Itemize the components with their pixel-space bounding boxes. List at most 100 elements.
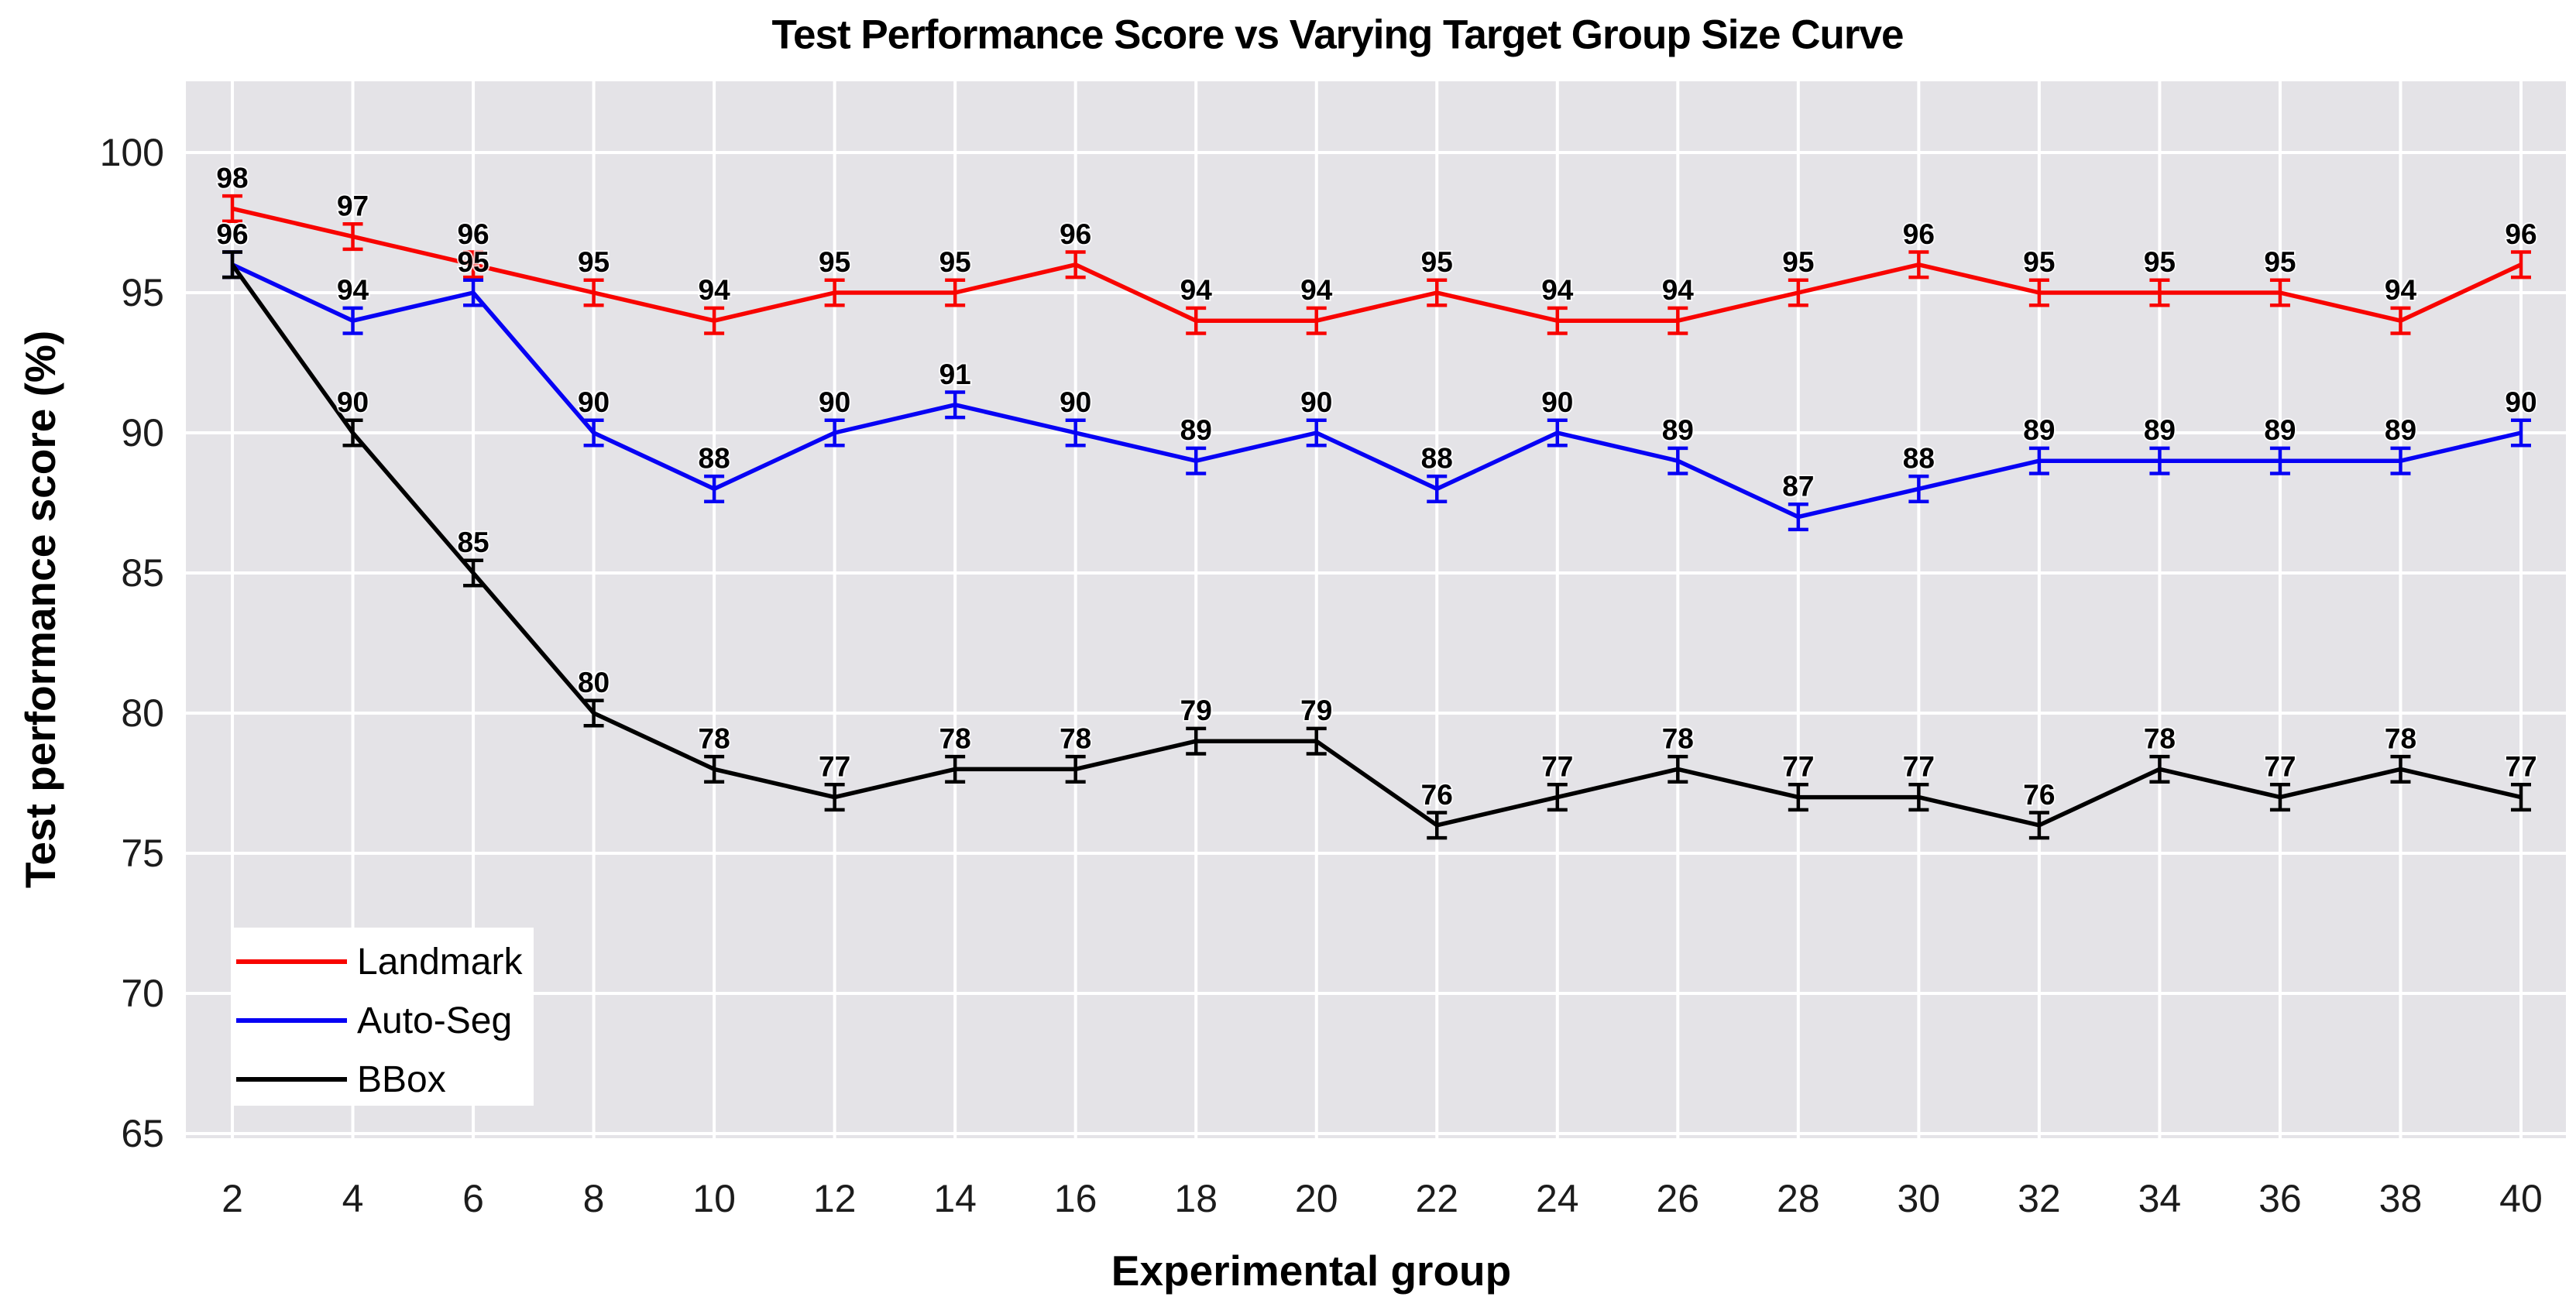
landmark-value-label: 95: [2264, 246, 2296, 278]
bbox-value-label: 78: [1662, 722, 1694, 754]
x-tick-label: 24: [1536, 1177, 1579, 1220]
auto-seg-line-swatch: [236, 1018, 347, 1023]
auto-seg-value-label: 90: [819, 386, 850, 418]
landmark-line: [232, 206, 2523, 323]
landmark-value-label: 96: [1903, 218, 1935, 250]
bbox-value-label: 77: [1541, 751, 1573, 783]
legend-item-bbox: BBox: [233, 1050, 534, 1109]
x-tick-label: 40: [2499, 1177, 2543, 1220]
bbox-value-label: 78: [939, 722, 971, 754]
auto-seg-value-label: 89: [2264, 414, 2296, 446]
bbox-value-label: 78: [699, 722, 730, 754]
bbox-line-swatch: [236, 1077, 347, 1082]
auto-seg-value-label: 94: [337, 274, 369, 306]
y-tick-label: 70: [121, 972, 164, 1015]
landmark-value-label: 95: [2144, 246, 2176, 278]
x-tick-label: 38: [2379, 1177, 2423, 1220]
bbox-value-label: 96: [216, 218, 248, 250]
y-tick-label: 100: [100, 131, 164, 174]
landmark-value-label: 95: [578, 246, 610, 278]
legend-item-auto-seg: Auto-Seg: [233, 991, 534, 1050]
x-tick-label: 16: [1054, 1177, 1097, 1220]
x-tick-label: 34: [2138, 1177, 2182, 1220]
auto-seg-value-label: 89: [2385, 414, 2416, 446]
y-tick-label: 95: [121, 271, 164, 314]
bbox-line: [230, 263, 2522, 828]
bbox-value-label: 77: [2505, 751, 2537, 783]
landmark-value-label: 97: [337, 190, 369, 222]
bbox-value-label: 76: [1421, 779, 1453, 811]
landmark-value-label: 95: [819, 246, 850, 278]
bbox-value-label: 80: [578, 667, 610, 698]
landmark-value-label: 95: [2023, 246, 2055, 278]
landmark-value-label: 95: [939, 246, 971, 278]
auto-seg-value-label: 89: [1662, 414, 1694, 446]
bbox-value-label: 77: [1782, 751, 1814, 783]
legend-label: BBox: [357, 1058, 446, 1100]
legend-label: Landmark: [357, 941, 523, 983]
x-tick-label: 6: [462, 1177, 484, 1220]
x-tick-label: 10: [692, 1177, 736, 1220]
auto-seg-value-label: 87: [1782, 471, 1814, 503]
x-tick-label: 32: [2018, 1177, 2061, 1220]
landmark-value-label: 95: [1782, 246, 1814, 278]
x-tick-label: 36: [2258, 1177, 2302, 1220]
landmark-value-label: 94: [1180, 274, 1213, 306]
x-tick-label: 20: [1295, 1177, 1338, 1220]
x-tick-label: 22: [1415, 1177, 1458, 1220]
x-tick-label: 2: [222, 1177, 243, 1220]
landmark-value-label: 96: [2505, 218, 2537, 250]
bbox-value-label: 90: [337, 386, 369, 418]
auto-seg-value-label: 95: [457, 246, 489, 278]
landmark-value-label: 94: [2385, 274, 2417, 306]
auto-seg-value-label: 90: [1300, 386, 1332, 418]
x-tick-label: 14: [933, 1177, 977, 1220]
bbox-value-label: 85: [457, 527, 489, 558]
auto-seg-value-label: 88: [699, 442, 730, 474]
x-axis-title: Experimental group: [1111, 1247, 1512, 1295]
x-tick-label: 28: [1777, 1177, 1820, 1220]
auto-seg-value-label: 89: [1180, 414, 1212, 446]
bbox-value-label: 78: [2144, 722, 2176, 754]
landmark-line-swatch: [236, 959, 347, 964]
auto-seg-value-label: 89: [2144, 414, 2176, 446]
bbox-value-label: 77: [2264, 751, 2296, 783]
landmark-value-label: 94: [1541, 274, 1574, 306]
x-tick-label: 18: [1174, 1177, 1218, 1220]
auto-seg-value-label: 90: [2505, 386, 2537, 418]
bbox-value-label: 77: [1903, 751, 1935, 783]
x-tick-label: 30: [1898, 1177, 1941, 1220]
plot-panel: [186, 81, 2566, 1138]
chart-title: Test Performance Score vs Varying Target…: [771, 12, 1905, 58]
y-axis-title: Test performance score (%): [16, 330, 64, 889]
bbox-value-label: 76: [2023, 779, 2055, 811]
auto-seg-value-label: 91: [939, 358, 971, 390]
auto-seg-value-label: 90: [578, 386, 610, 418]
y-tick-label: 85: [121, 551, 164, 595]
bbox-value-label: 78: [2385, 722, 2416, 754]
auto-seg-value-label: 90: [1060, 386, 1091, 418]
landmark-value-label: 94: [1662, 274, 1695, 306]
bbox-value-label: 78: [1060, 722, 1091, 754]
x-tick-label: 12: [813, 1177, 857, 1220]
auto-seg-value-label: 88: [1421, 442, 1453, 474]
bbox-value-label: 79: [1300, 695, 1332, 726]
landmark-value-label: 96: [1060, 218, 1091, 250]
landmark-value-label: 94: [1300, 274, 1333, 306]
y-tick-label: 65: [121, 1112, 164, 1155]
legend: Landmark Auto-Seg BBox: [233, 928, 534, 1106]
bbox-value-label: 77: [819, 751, 850, 783]
legend-item-landmark: Landmark: [233, 932, 534, 991]
bbox-value-label: 79: [1180, 695, 1212, 726]
y-tick-label: 75: [121, 832, 164, 875]
x-tick-label: 4: [342, 1177, 364, 1220]
legend-label: Auto-Seg: [357, 1000, 513, 1041]
landmark-value-label: 96: [457, 218, 489, 250]
auto-seg-value-label: 96: [216, 218, 248, 250]
x-tick-label: 8: [583, 1177, 605, 1220]
auto-seg-value-label: 89: [2023, 414, 2055, 446]
y-tick-label: 80: [121, 691, 164, 735]
landmark-value-label: 98: [216, 162, 248, 194]
